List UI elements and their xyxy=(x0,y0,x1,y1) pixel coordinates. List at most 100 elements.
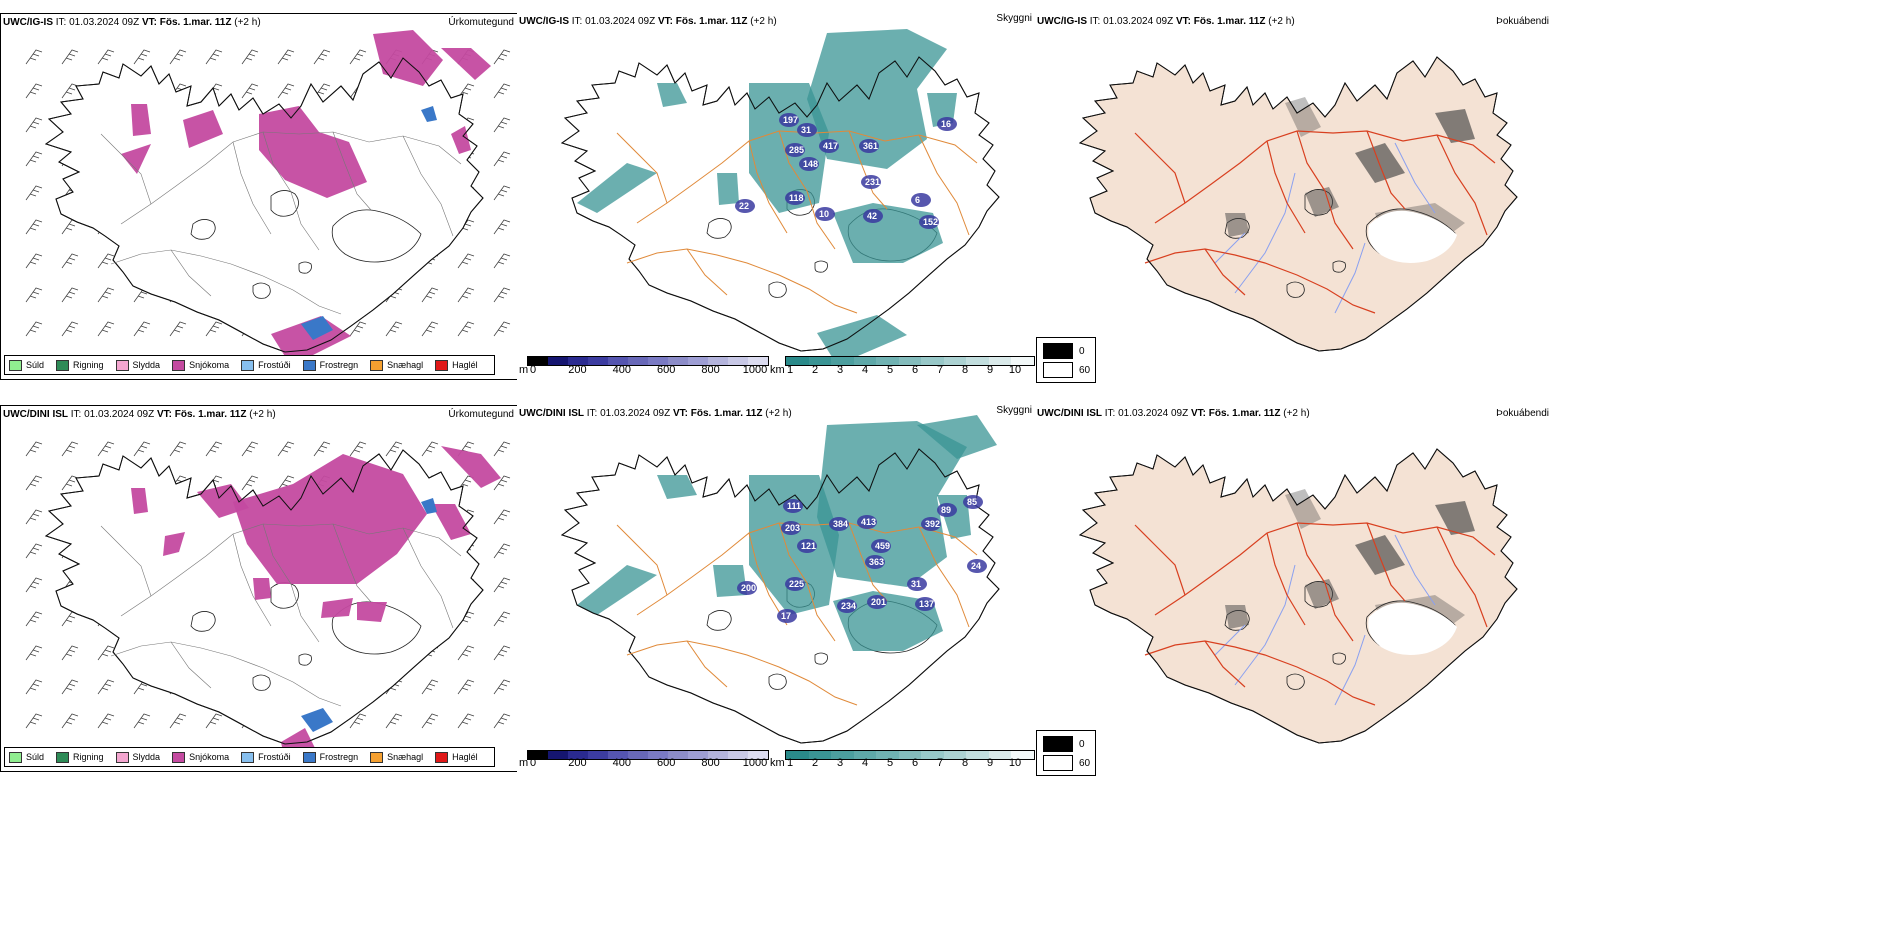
colorbar-tick-label: 10 xyxy=(1008,757,1022,769)
colorbar-tick-label: 600 xyxy=(657,364,676,376)
colorbar-tick-label: 10 xyxy=(1008,364,1022,376)
colorbar-segment xyxy=(728,357,748,365)
colorbar-tick-label: 6 xyxy=(911,757,919,769)
cloud-base-label: 225 xyxy=(789,579,804,589)
panel-name: Þokuábendi xyxy=(1496,408,1549,419)
colorbar-tick-label: 4 xyxy=(861,364,869,376)
fog-value-60: 60 xyxy=(1079,757,1091,769)
legend-label: Haglél xyxy=(452,752,478,762)
cloud-base-label: 413 xyxy=(861,517,876,527)
cloud-base-label: 89 xyxy=(941,505,951,515)
colorbar-segment xyxy=(748,751,768,759)
cloudbase-unit: m xyxy=(519,757,529,769)
colorbar-segment xyxy=(708,751,728,759)
cloud-base-label: 111 xyxy=(787,501,801,511)
legend-swatch xyxy=(241,359,255,371)
colorbar-segment xyxy=(1011,751,1035,759)
cloud-base-label: 231 xyxy=(865,177,880,187)
colorbar-segment xyxy=(988,751,1012,759)
colorbar-tick-label: 0 xyxy=(529,757,537,769)
panel-name: Úrkomutegund xyxy=(448,17,514,28)
iceland-map-fog xyxy=(1078,56,1518,352)
colorbar-segment xyxy=(898,751,922,759)
colorbar-tick-label: 200 xyxy=(568,364,587,376)
colorbar-tick-label: 400 xyxy=(612,364,631,376)
legend-item: Slydda xyxy=(115,751,160,763)
cloud-base-label: 197 xyxy=(783,115,798,125)
panel-name: Skyggni xyxy=(996,405,1032,416)
legend-swatch xyxy=(370,751,384,763)
colorbar-tick-label: 5 xyxy=(886,364,894,376)
fog-value-0: 0 xyxy=(1079,345,1085,357)
iceland-map-fog xyxy=(1078,448,1518,744)
legend-label: Snæhagl xyxy=(387,360,424,370)
legend-item: Snæhagl xyxy=(370,359,424,371)
legend-swatch xyxy=(9,359,22,371)
precip-type-panel-row2: UWC/DINI ISL IT: 01.03.2024 09Z VT: Fös.… xyxy=(0,405,518,772)
legend-label: Snjókoma xyxy=(189,752,230,762)
colorbar-segment xyxy=(588,751,608,759)
legend-swatch xyxy=(115,751,129,763)
colorbar-tick-label: 400 xyxy=(612,757,631,769)
colorbar-segment xyxy=(831,357,854,365)
colorbar-tick-label: 800 xyxy=(701,757,720,769)
colorbar-segment xyxy=(668,751,688,759)
colorbar-segment xyxy=(876,357,899,365)
visibility-unit: km xyxy=(770,364,785,376)
cloud-base-label: 6 xyxy=(915,195,920,205)
legend-label: Súld xyxy=(26,360,45,370)
fog-panel-row2: UWC/DINI ISL IT: 01.03.2024 09Z VT: Fös.… xyxy=(1035,405,1552,772)
panel-name: Skyggni xyxy=(996,13,1032,24)
cloud-base-label: 361 xyxy=(863,141,878,151)
fog-swatch-60 xyxy=(1043,362,1073,378)
fog-swatch-60 xyxy=(1043,755,1073,771)
cloud-base-label: 384 xyxy=(833,519,848,529)
colorbar-segment xyxy=(568,357,588,365)
colorbar-segment xyxy=(628,357,648,365)
cloud-base-label: 31 xyxy=(911,579,921,589)
colorbar-segment xyxy=(786,751,809,759)
colorbar-segment xyxy=(966,357,989,365)
cloud-base-label: 31 xyxy=(801,125,811,135)
fog-swatch-0 xyxy=(1043,343,1073,359)
colorbar-tick-label: 3 xyxy=(836,757,844,769)
cloud-base-label: 121 xyxy=(801,541,816,551)
colorbar-tick-label: 600 xyxy=(657,757,676,769)
panel-title: UWC/DINI ISL IT: 01.03.2024 09Z VT: Fös.… xyxy=(1037,408,1310,419)
legend-item: Haglél xyxy=(435,359,478,371)
fog-swatch-0 xyxy=(1043,736,1073,752)
legend-swatch xyxy=(115,359,129,371)
cloud-base-label: 148 xyxy=(803,159,818,169)
colorbar-tick-label: 7 xyxy=(936,757,944,769)
legend-swatch xyxy=(172,359,186,371)
panel-name: Úrkomutegund xyxy=(448,409,514,420)
colorbar-segment xyxy=(808,751,832,759)
colorbar-segment xyxy=(786,357,809,365)
cloud-base-label: 85 xyxy=(967,497,977,507)
cloud-base-label: 417 xyxy=(823,141,838,151)
legend-label: Haglél xyxy=(452,360,478,370)
cloudbase-colorbar xyxy=(527,750,769,760)
colorbar-tick-label: 8 xyxy=(961,757,969,769)
colorbar-segment xyxy=(748,357,768,365)
legend-swatch xyxy=(302,751,316,763)
colorbar-segment xyxy=(876,751,899,759)
legend-item: Rigning xyxy=(56,359,104,371)
colorbar-tick-label: 0 xyxy=(529,364,537,376)
legend-item: Súld xyxy=(9,751,44,763)
colorbar-segment xyxy=(648,751,668,759)
legend-swatch xyxy=(241,751,255,763)
visibility-colorbar xyxy=(785,356,1035,366)
colorbar-segment xyxy=(568,751,588,759)
fog-legend: 0 60 xyxy=(1036,730,1096,776)
colorbar-tick-label: 800 xyxy=(701,364,720,376)
legend-label: Rigning xyxy=(73,752,104,762)
colorbar-segment xyxy=(943,357,967,365)
colorbar-tick-label: 9 xyxy=(986,757,994,769)
colorbar-segment xyxy=(1011,357,1035,365)
colorbar-segment xyxy=(548,751,568,759)
panel-title: UWC/DINI ISL IT: 01.03.2024 09Z VT: Fös.… xyxy=(3,409,276,420)
legend-item: Snjókoma xyxy=(172,359,229,371)
legend-label: Rigning xyxy=(73,360,104,370)
